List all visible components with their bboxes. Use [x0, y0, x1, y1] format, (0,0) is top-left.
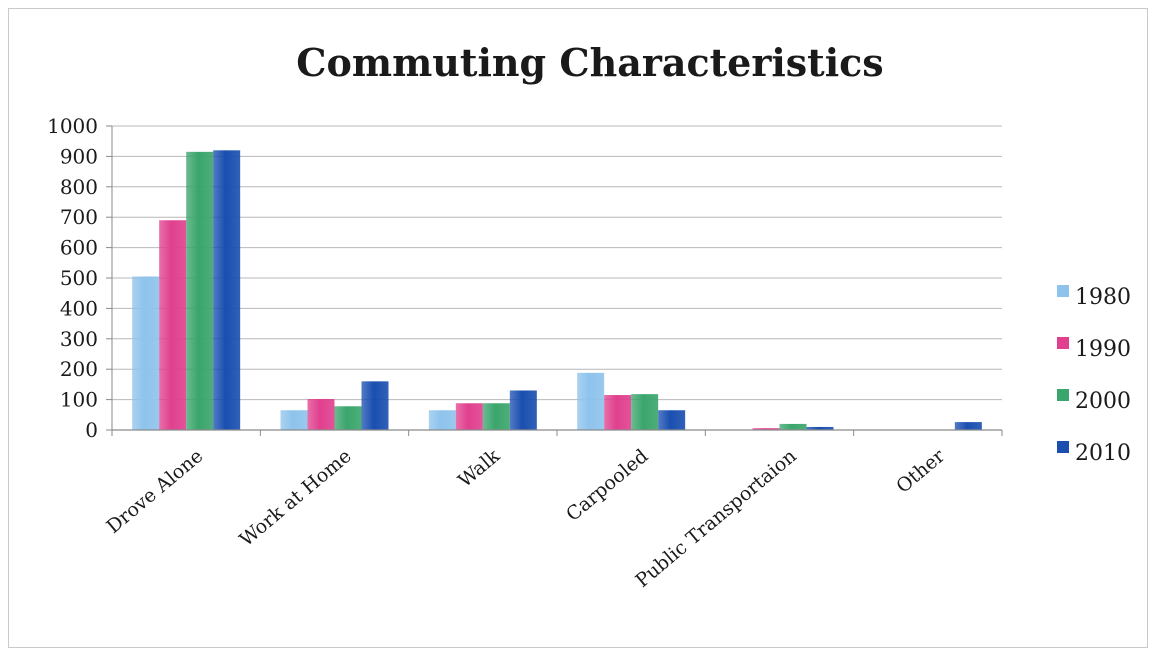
x-tick-label: Drove Alone [102, 445, 207, 538]
bar-2010-1 [361, 381, 389, 430]
y-tick-label-800: 800 [60, 175, 98, 199]
bar-1980-0 [132, 276, 160, 430]
bar-2000-3 [631, 394, 659, 430]
legend-swatch-1980 [1057, 285, 1069, 297]
x-tick-label: Other [892, 444, 950, 497]
bar-1990-2 [455, 403, 483, 430]
y-tick-label-900: 900 [60, 144, 98, 168]
bar-2010-3 [658, 410, 686, 430]
bar-2000-4 [779, 423, 807, 430]
x-tick-label: Carpooled [562, 445, 652, 526]
bar-2010-5 [954, 422, 982, 430]
y-tick-label-100: 100 [60, 388, 98, 412]
legend-label-2000: 2000 [1075, 389, 1131, 414]
y-tick-label-200: 200 [60, 357, 98, 381]
legend-label-2010: 2010 [1075, 441, 1131, 466]
chart-title: Commuting Characteristics [296, 40, 883, 85]
y-tick-label-600: 600 [60, 236, 98, 260]
y-tick-label-300: 300 [60, 327, 98, 351]
y-tick-label-0: 0 [85, 418, 98, 442]
bar-2000-2 [482, 403, 510, 430]
x-tick-label: Public Transportaion [631, 445, 800, 592]
bar-1990-3 [604, 395, 632, 430]
x-tick-label: Work at Home [235, 445, 355, 551]
y-tick-label-1000: 1000 [47, 114, 98, 138]
y-axis: 0 100 200 300 400 500 600 700 800 900 1000 [47, 114, 113, 442]
bar-2000-1 [334, 406, 362, 430]
bar-1980-3 [577, 372, 605, 430]
bar-2010-0 [213, 150, 241, 430]
y-tick-label-700: 700 [60, 205, 98, 229]
legend-swatch-1990 [1057, 337, 1069, 349]
legend-label-1990: 1990 [1075, 337, 1131, 362]
bar-1990-1 [307, 398, 335, 430]
bar-2010-4 [806, 426, 834, 430]
bar-1990-0 [159, 220, 187, 430]
x-tick-label: Walk [454, 445, 504, 492]
bar-2000-0 [186, 151, 214, 430]
bar-1980-1 [280, 410, 308, 430]
gridlines [112, 125, 1002, 431]
legend-label-1980: 1980 [1075, 285, 1131, 310]
bar-1980-2 [428, 410, 456, 430]
x-axis: Drove Alone Work at Home Walk CarpooledPubl… [102, 429, 1003, 592]
bars [132, 150, 982, 430]
y-tick-label-400: 400 [60, 296, 98, 320]
y-tick-label-500: 500 [60, 266, 98, 290]
bar-2010-2 [509, 390, 537, 430]
legend-swatch-2000 [1057, 389, 1069, 401]
legend-swatch-2010 [1057, 441, 1069, 453]
legend: 1980 1990 2000 2010 [1057, 285, 1131, 466]
bar-1990-4 [752, 428, 780, 430]
